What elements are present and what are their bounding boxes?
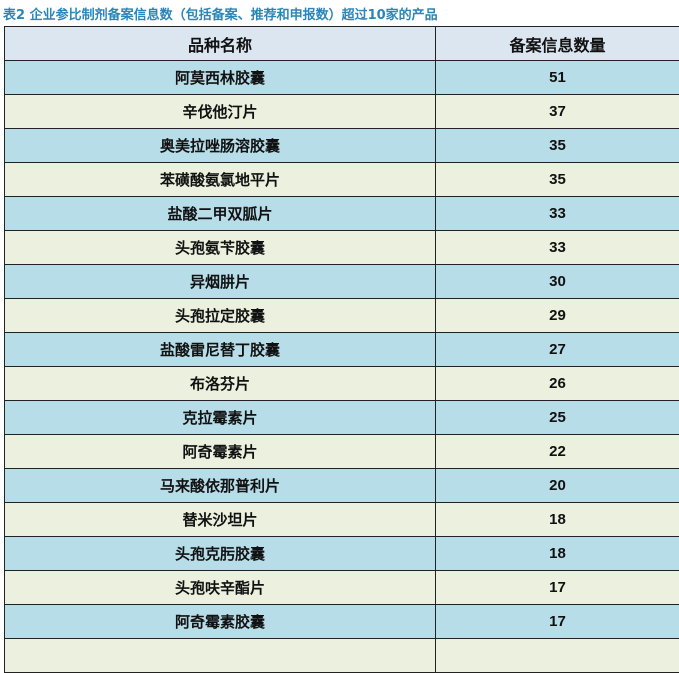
table-caption: 表2 企业参比制剂备案信息数（包括备案、推荐和申报数）超过10家的产品 <box>3 4 438 23</box>
product-name-cell: 马来酸依那普利片 <box>5 469 436 503</box>
product-name-cell: 阿奇霉素片 <box>5 435 436 469</box>
product-name-cell <box>5 639 436 673</box>
filing-count-cell: 37 <box>436 95 679 129</box>
filing-count-cell: 27 <box>436 333 679 367</box>
filing-count-cell: 18 <box>436 503 679 537</box>
filing-count-cell: 18 <box>436 537 679 571</box>
filing-count-cell: 33 <box>436 231 679 265</box>
filing-count-cell: 29 <box>436 299 679 333</box>
product-name-cell: 头孢拉定胶囊 <box>5 299 436 333</box>
product-name-cell: 替米沙坦片 <box>5 503 436 537</box>
product-name-cell: 盐酸二甲双胍片 <box>5 197 436 231</box>
product-name-cell: 奥美拉唑肠溶胶囊 <box>5 129 436 163</box>
filing-count-cell: 35 <box>436 129 679 163</box>
product-name-cell: 布洛芬片 <box>5 367 436 401</box>
filing-count-cell: 33 <box>436 197 679 231</box>
filing-count-cell: 22 <box>436 435 679 469</box>
product-name-cell: 头孢呋辛酯片 <box>5 571 436 605</box>
product-name-cell: 阿莫西林胶囊 <box>5 61 436 95</box>
product-name-cell: 辛伐他汀片 <box>5 95 436 129</box>
product-name-cell: 克拉霉素片 <box>5 401 436 435</box>
filing-count-cell: 25 <box>436 401 679 435</box>
product-name-cell: 头孢克肟胶囊 <box>5 537 436 571</box>
product-name-cell: 头孢氨苄胶囊 <box>5 231 436 265</box>
filing-count-cell: 35 <box>436 163 679 197</box>
product-name-cell: 阿奇霉素胶囊 <box>5 605 436 639</box>
product-name-cell: 异烟肼片 <box>5 265 436 299</box>
product-name-cell: 盐酸雷尼替丁胶囊 <box>5 333 436 367</box>
filing-count-cell <box>436 639 679 673</box>
table-row-partial <box>5 639 679 673</box>
header-row: 品种名称 备案信息数量 <box>5 27 679 61</box>
product-name-cell: 苯磺酸氨氯地平片 <box>5 163 436 197</box>
filing-count-cell: 51 <box>436 61 679 95</box>
filing-count-cell: 20 <box>436 469 679 503</box>
header-product-name: 品种名称 <box>5 27 436 61</box>
filing-count-cell: 17 <box>436 571 679 605</box>
header-filing-count: 备案信息数量 <box>436 27 679 61</box>
filing-count-cell: 26 <box>436 367 679 401</box>
filing-count-cell: 30 <box>436 265 679 299</box>
filing-count-cell: 17 <box>436 605 679 639</box>
